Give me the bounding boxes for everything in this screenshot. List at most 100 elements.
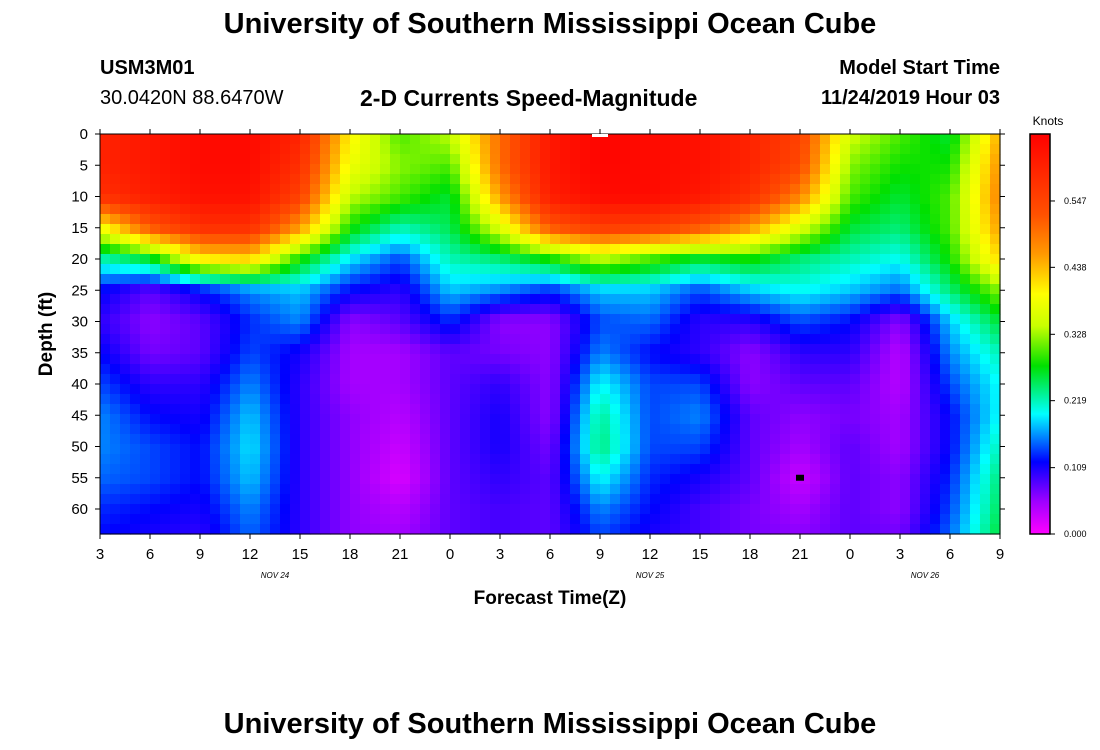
- heatmap-cell: [470, 334, 481, 345]
- heatmap-cell: [550, 154, 561, 165]
- heatmap-cell: [150, 234, 161, 245]
- heatmap-cell: [520, 134, 531, 145]
- heatmap-cell: [980, 254, 991, 265]
- heatmap-cell: [460, 524, 471, 535]
- heatmap-cell: [240, 204, 251, 215]
- heatmap-cell: [280, 274, 291, 285]
- heatmap-cell: [900, 374, 911, 385]
- heatmap-cell: [690, 504, 701, 515]
- heatmap-cell: [890, 454, 901, 465]
- heatmap-cell: [490, 524, 501, 535]
- heatmap-cell: [940, 344, 951, 355]
- heatmap-cell: [190, 464, 201, 475]
- heatmap-cell: [740, 384, 751, 395]
- heatmap-cell: [760, 234, 771, 245]
- heatmap-cell: [650, 294, 661, 305]
- heatmap-cell: [530, 424, 541, 435]
- heatmap-cell: [130, 184, 141, 195]
- heatmap-cell: [730, 344, 741, 355]
- heatmap-cell: [720, 334, 731, 345]
- heatmap-cell: [190, 484, 201, 495]
- heatmap-cell: [160, 454, 171, 465]
- heatmap-cell: [860, 394, 871, 405]
- heatmap-cell: [330, 324, 341, 335]
- heatmap-cell: [990, 374, 1001, 385]
- heatmap-cell: [180, 524, 191, 535]
- heatmap-cell: [130, 394, 141, 405]
- heatmap-cell: [910, 374, 921, 385]
- heatmap-cell: [890, 374, 901, 385]
- heatmap-cell: [950, 404, 961, 415]
- heatmap-cell: [380, 524, 391, 535]
- heatmap-cell: [810, 404, 821, 415]
- heatmap-cell: [550, 424, 561, 435]
- heatmap-cell: [680, 144, 691, 155]
- heatmap-cell: [480, 364, 491, 375]
- heatmap-cell: [290, 274, 301, 285]
- heatmap-cell: [440, 144, 451, 155]
- heatmap-cell: [660, 444, 671, 455]
- heatmap-cell: [190, 294, 201, 305]
- heatmap-cell: [990, 224, 1001, 235]
- heatmap-cell: [130, 504, 141, 515]
- heatmap-cell: [490, 354, 501, 365]
- heatmap-cell: [540, 414, 551, 425]
- heatmap-cell: [240, 404, 251, 415]
- heatmap-cell: [580, 134, 591, 145]
- heatmap-cell: [230, 344, 241, 355]
- heatmap-cell: [720, 394, 731, 405]
- heatmap-cell: [390, 234, 401, 245]
- heatmap-cell: [400, 334, 411, 345]
- heatmap-cell: [240, 234, 251, 245]
- heatmap-cell: [680, 344, 691, 355]
- heatmap-cell: [230, 264, 241, 275]
- heatmap-cell: [360, 384, 371, 395]
- heatmap-cell: [730, 274, 741, 285]
- heatmap-cell: [750, 384, 761, 395]
- heatmap-cell: [180, 344, 191, 355]
- heatmap-cell: [800, 514, 811, 525]
- heatmap-cell: [780, 524, 791, 535]
- heatmap-cell: [650, 204, 661, 215]
- heatmap-cell: [860, 314, 871, 325]
- heatmap-cell: [390, 344, 401, 355]
- heatmap-cell: [800, 334, 811, 345]
- heatmap-cell: [990, 194, 1001, 205]
- heatmap-cell: [770, 184, 781, 195]
- heatmap-cell: [310, 444, 321, 455]
- heatmap-cell: [740, 464, 751, 475]
- heatmap-cell: [540, 304, 551, 315]
- heatmap-cell: [820, 334, 831, 345]
- heatmap-cell: [750, 234, 761, 245]
- heatmap-cell: [820, 204, 831, 215]
- heatmap-cell: [300, 374, 311, 385]
- heatmap-cell: [550, 334, 561, 345]
- heatmap-cell: [170, 214, 181, 225]
- heatmap-cell: [620, 204, 631, 215]
- heatmap-cell: [380, 184, 391, 195]
- heatmap-cell: [430, 234, 441, 245]
- heatmap-cell: [970, 194, 981, 205]
- heatmap-cell: [820, 144, 831, 155]
- heatmap-cell: [580, 234, 591, 245]
- heatmap-cell: [350, 474, 361, 485]
- heatmap-cell: [190, 384, 201, 395]
- heatmap-cell: [830, 184, 841, 195]
- heatmap-cell: [940, 384, 951, 395]
- colorbar-tick-label: 0.000: [1064, 529, 1087, 539]
- heatmap-cell: [610, 154, 621, 165]
- heatmap-cell: [420, 334, 431, 345]
- heatmap-cell: [410, 394, 421, 405]
- heatmap-cell: [210, 404, 221, 415]
- heatmap-cell: [120, 224, 131, 235]
- heatmap-cell: [800, 444, 811, 455]
- heatmap-cell: [290, 334, 301, 345]
- heatmap-cell: [810, 484, 821, 495]
- heatmap-cell: [480, 374, 491, 385]
- heatmap-cell: [760, 374, 771, 385]
- heatmap-cell: [180, 334, 191, 345]
- heatmap-cell: [520, 174, 531, 185]
- heatmap-cell: [680, 474, 691, 485]
- heatmap-cell: [210, 434, 221, 445]
- heatmap-cell: [690, 354, 701, 365]
